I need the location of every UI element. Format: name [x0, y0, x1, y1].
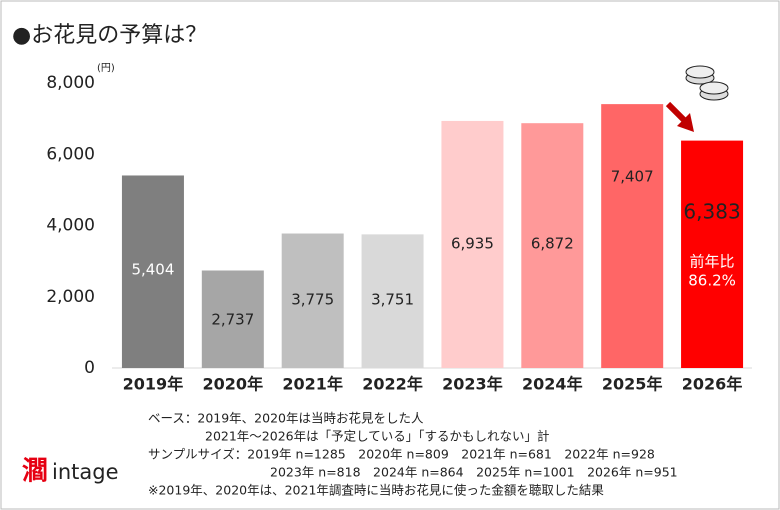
y-unit: (円) [97, 63, 115, 74]
down-arrow [665, 101, 694, 132]
value-label: 5,404 [131, 261, 174, 279]
annotation: 前年比 [690, 253, 735, 271]
value-label: 2,737 [211, 311, 254, 329]
value-label: 3,775 [291, 291, 334, 309]
y-tick-label: 0 [84, 358, 95, 378]
logo: intage [52, 460, 119, 484]
value-label: 6,935 [451, 235, 494, 253]
footnote: ※2019年、2020年は、2021年調査時に当時お花見に使った金額を聴取した結… [148, 483, 604, 498]
x-tick-label: 2022年 [362, 375, 423, 394]
footnote: ベース：2019年、2020年は当時お花見をした人 [148, 411, 424, 426]
footnote: サンプルサイズ：2019年 n=1285 2020年 n=809 2021年 n… [148, 447, 655, 462]
bar [201, 270, 264, 368]
x-tick-label: 2025年 [602, 375, 663, 394]
chart-title: ●お花見の予算は？ [12, 23, 207, 48]
x-tick-label: 2024年 [522, 375, 583, 394]
bar [521, 123, 584, 368]
bar [121, 175, 184, 368]
annotation: 86.2% [688, 272, 736, 290]
x-tick-label: 2023年 [442, 375, 503, 394]
coins-icon [685, 65, 729, 101]
y-tick-label: 8,000 [46, 73, 95, 93]
bar [601, 104, 664, 369]
y-tick-label: 2,000 [46, 287, 95, 307]
y-tick-label: 4,000 [46, 216, 95, 236]
bar [281, 233, 344, 368]
logo-mark: 㶄 [22, 457, 48, 487]
value-label: 6,872 [531, 235, 574, 253]
x-tick-label: 2026年 [682, 375, 743, 394]
bar [681, 140, 744, 368]
footnote: 2021年～2026年は「予定している」「するかもしれない」計 [205, 429, 550, 444]
x-tick-label: 2021年 [282, 375, 343, 394]
bar [441, 120, 504, 368]
value-label: 6,383 [683, 200, 740, 224]
value-label: 7,407 [611, 168, 654, 186]
x-tick-label: 2020年 [203, 375, 264, 394]
bar [361, 234, 424, 368]
footnote: 2023年 n=818 2024年 n=864 2025年 n=1001 202… [270, 465, 678, 480]
x-tick-label: 2019年 [123, 375, 184, 394]
value-label: 3,751 [371, 291, 414, 309]
y-tick-label: 6,000 [46, 144, 95, 164]
